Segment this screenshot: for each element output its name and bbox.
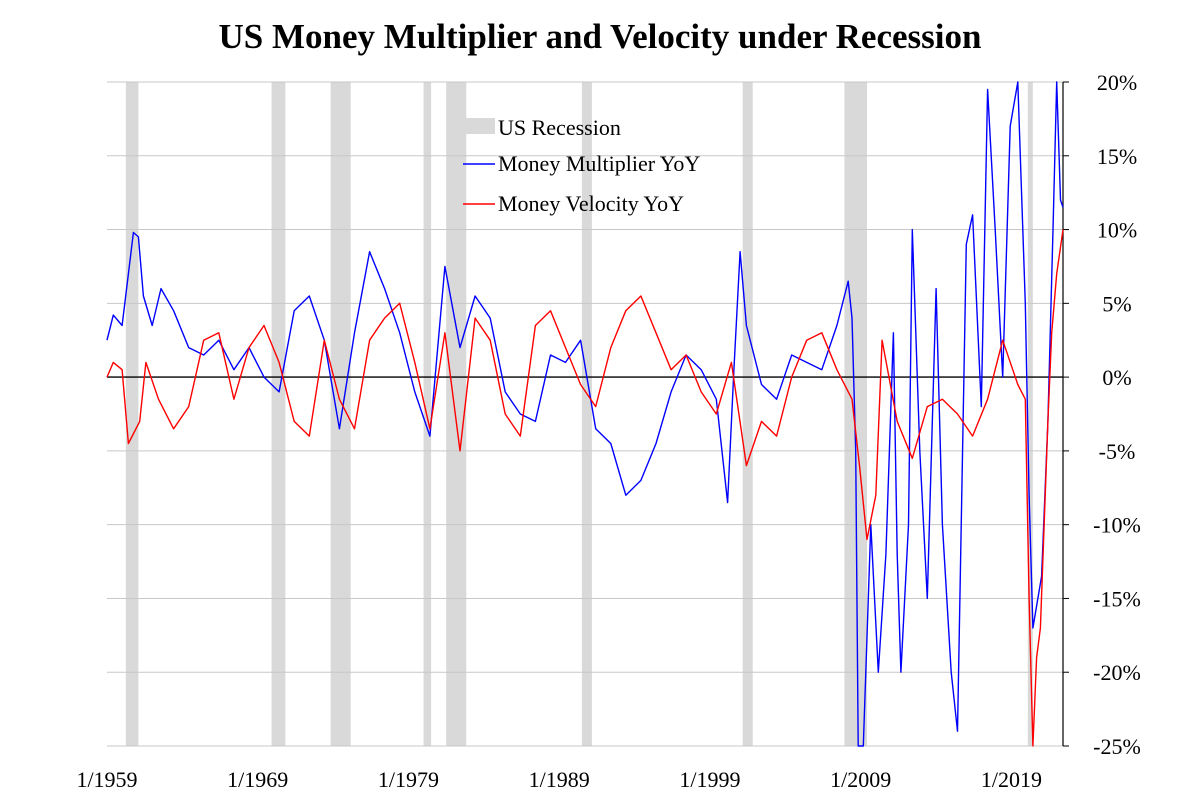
x-tick-label: 1/1969	[227, 767, 288, 792]
x-tick-label: 1/2009	[830, 767, 891, 792]
recession-band	[271, 82, 286, 746]
series-lines	[106, 81, 1064, 747]
recession-band	[742, 82, 753, 746]
axes: 20% 15% 10% 5% 0% -5% -10% -15% -20% -25% 1/1959 1/…	[76, 70, 1140, 792]
recession-band	[423, 82, 432, 746]
y-tick-label: -5%	[1099, 439, 1136, 464]
y-tick-label: -10%	[1093, 513, 1141, 538]
y-tick-label: 15%	[1097, 144, 1137, 169]
recession-band	[844, 82, 868, 746]
recession-band	[330, 82, 351, 746]
grid-lines	[107, 81, 1063, 747]
legend-label: US Recession	[498, 115, 621, 140]
y-tick-label: 0%	[1102, 365, 1131, 390]
legend-label: Money Multiplier YoY	[498, 151, 700, 176]
series-line	[106, 81, 1064, 747]
y-tick-label: -20%	[1093, 660, 1141, 685]
legend-swatch-recession	[463, 118, 495, 134]
chart-title: US Money Multiplier and Velocity under R…	[219, 17, 982, 56]
y-tick-label: 5%	[1102, 291, 1131, 316]
recession-band	[1027, 82, 1033, 746]
x-tick-label: 1/2019	[981, 767, 1042, 792]
y-tick-label: -15%	[1093, 586, 1141, 611]
y-tick-label: -25%	[1093, 734, 1141, 759]
x-tick-label: 1/1989	[529, 767, 590, 792]
recession-band	[125, 82, 139, 746]
recession-band	[581, 82, 592, 746]
recession-bands	[125, 82, 1033, 746]
legend-label: Money Velocity YoY	[498, 191, 684, 216]
series-line	[106, 229, 1064, 747]
y-tick-label: 20%	[1097, 70, 1137, 95]
recession-band	[446, 82, 467, 746]
x-tick-label: 1/1979	[378, 767, 439, 792]
x-tick-label: 1/1959	[76, 767, 137, 792]
y-tick-label: 10%	[1097, 218, 1137, 243]
x-tick-label: 1/1999	[679, 767, 740, 792]
legend: US Recession Money Multiplier YoY Money Ve…	[463, 115, 700, 216]
